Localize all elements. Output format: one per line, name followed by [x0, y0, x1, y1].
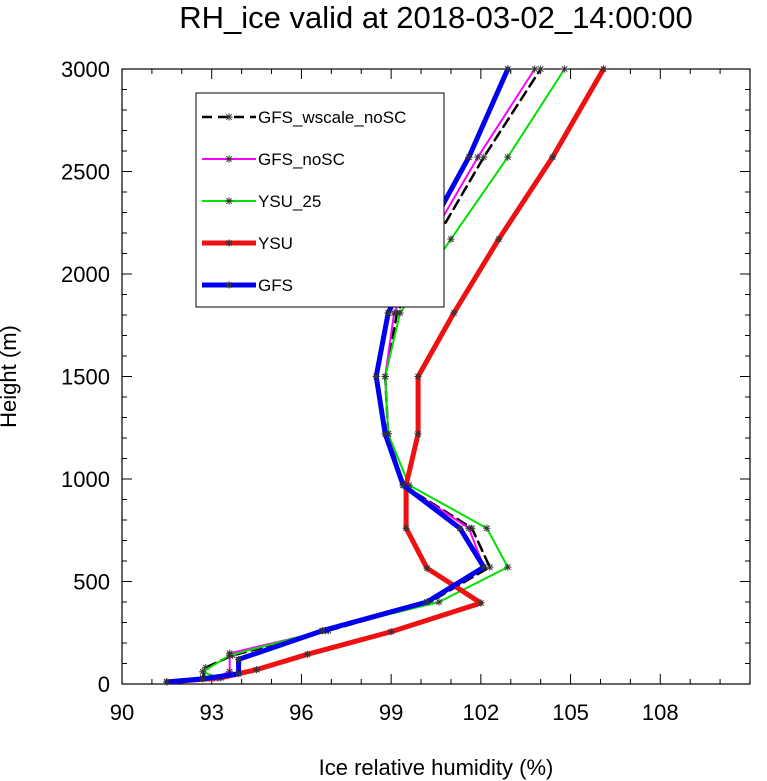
- data-point: [423, 564, 431, 572]
- data-point: [465, 153, 473, 161]
- axes: 90 93 96 99 102 105 108 0 500 1000 1500 2000 2500 300…: [61, 57, 751, 725]
- data-point: [226, 668, 234, 676]
- legend-label: YSU: [258, 234, 293, 253]
- data-point: [252, 666, 261, 674]
- data-point: [423, 598, 431, 606]
- data-point: [303, 650, 312, 658]
- data-point: [226, 651, 234, 659]
- x-tick-label: 99: [379, 700, 403, 725]
- data-point: [235, 655, 243, 663]
- data-point: [381, 430, 389, 438]
- data-point: [447, 235, 455, 243]
- data-point: [399, 481, 407, 489]
- legend-item: GFS_wscale_noSC: [202, 108, 406, 127]
- data-point: [435, 598, 443, 606]
- y-tick-label: 2500: [61, 160, 110, 185]
- data-point: [202, 664, 210, 672]
- data-point: [537, 65, 545, 73]
- legend-label: GFS: [258, 276, 293, 295]
- x-axis-label: Ice relative humidity (%): [319, 755, 554, 780]
- x-tick-label: 108: [642, 700, 679, 725]
- data-point: [199, 668, 207, 676]
- y-tick-label: 2000: [61, 262, 110, 287]
- data-point: [414, 372, 422, 381]
- data-point: [381, 372, 389, 381]
- legend-marker: [225, 155, 233, 163]
- data-point: [372, 372, 380, 381]
- data-point: [495, 235, 503, 243]
- y-tick-label: 0: [98, 672, 110, 697]
- x-tick-label: 105: [552, 700, 589, 725]
- legend-label: YSU_25: [258, 192, 321, 211]
- legend-marker: [225, 281, 233, 289]
- data-point: [549, 153, 557, 161]
- data-point: [456, 524, 464, 532]
- data-point: [387, 628, 395, 636]
- data-point: [483, 524, 491, 532]
- data-point: [599, 65, 608, 73]
- legend-label: GFS_wscale_noSC: [258, 108, 406, 127]
- data-point: [531, 65, 539, 73]
- legend-marker: [225, 113, 233, 121]
- y-tick-label: 1500: [61, 365, 110, 390]
- legend-label: GFS_noSC: [258, 150, 345, 169]
- legend-item: YSU: [202, 234, 293, 253]
- data-point: [560, 65, 569, 73]
- y-tick-label: 3000: [61, 57, 110, 82]
- legend-item: GFS: [202, 276, 293, 295]
- x-tick-label: 93: [199, 700, 223, 725]
- chart-title: RH_ice valid at 2018-03-02_14:00:00: [179, 0, 693, 35]
- data-point: [477, 599, 485, 607]
- data-point: [480, 563, 488, 571]
- data-point: [199, 675, 207, 683]
- x-tick-label: 90: [110, 700, 134, 725]
- y-axis-label: Height (m): [0, 325, 21, 428]
- data-point: [384, 309, 392, 317]
- data-point: [486, 563, 494, 571]
- data-point: [504, 563, 512, 571]
- data-point: [235, 670, 243, 678]
- x-tick-label: 102: [462, 700, 499, 725]
- y-tick-label: 1000: [61, 467, 110, 492]
- y-tick-label: 500: [73, 570, 110, 595]
- data-point: [465, 524, 473, 532]
- data-point: [504, 153, 512, 161]
- data-point: [480, 153, 488, 161]
- legend-item: GFS_noSC: [202, 150, 345, 169]
- data-point: [163, 678, 171, 686]
- data-point: [396, 309, 404, 317]
- legend-marker: [225, 239, 233, 247]
- legend: GFS_wscale_noSC GFS_noSC YSU_25 YSU GFS: [195, 92, 445, 308]
- legend-item: YSU_25: [202, 192, 321, 211]
- data-point: [504, 65, 512, 73]
- data-point: [390, 309, 398, 317]
- data-point: [474, 153, 482, 161]
- legend-marker: [225, 197, 233, 205]
- x-tick-label: 96: [289, 700, 313, 725]
- data-point: [450, 309, 458, 317]
- data-point: [402, 524, 410, 532]
- data-point: [414, 430, 422, 438]
- data-point: [318, 627, 326, 635]
